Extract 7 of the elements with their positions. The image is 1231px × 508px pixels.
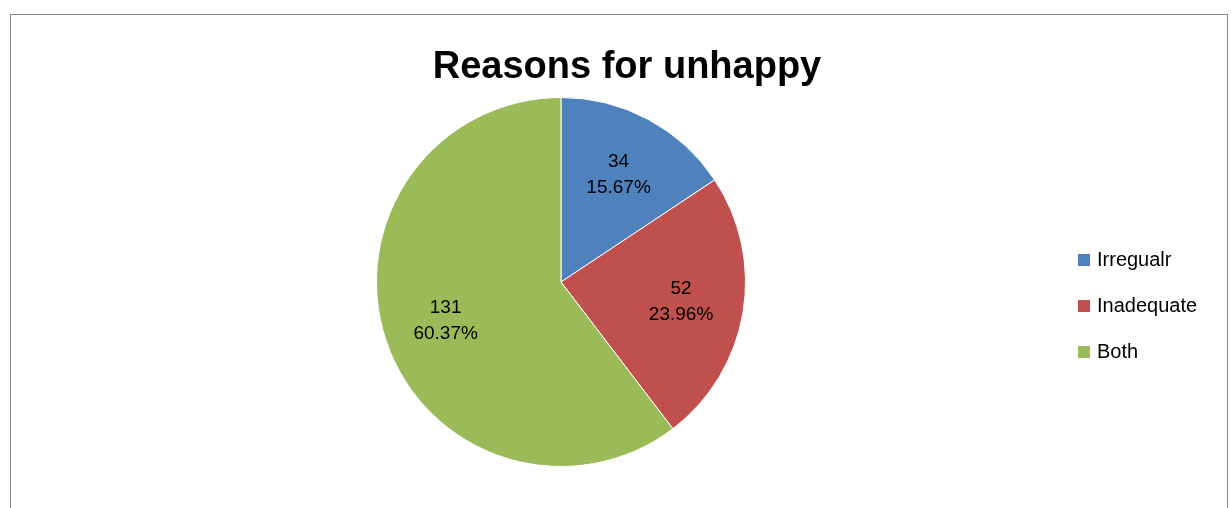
legend-label: Both [1097,339,1139,362]
data-label: 131 60.37% [413,296,478,344]
data-label: 34 15.67% [586,149,651,197]
legend-label: Inadequate [1097,293,1198,316]
chart-title: Reasons for unhappy [432,44,822,87]
legend-label: Irregualr [1097,247,1172,270]
data-label: 52 23.96% [648,277,714,325]
